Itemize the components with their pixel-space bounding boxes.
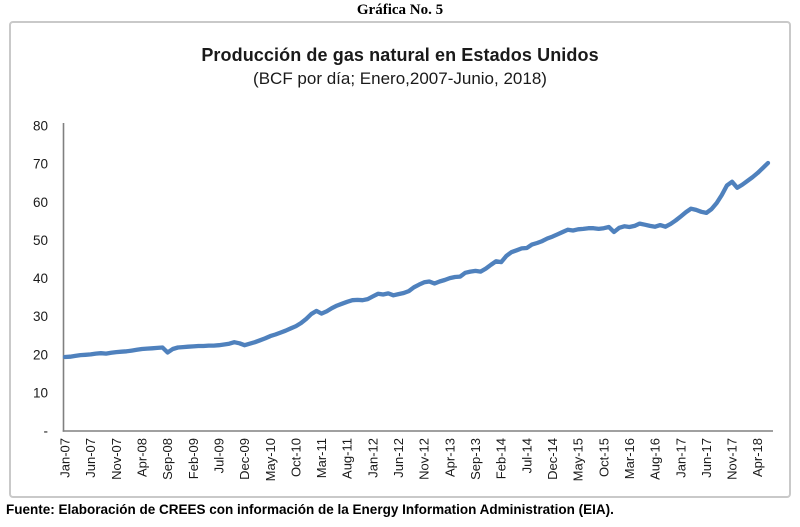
- x-tick-label: Jul-09: [211, 438, 226, 473]
- x-tick-label: Jan-12: [365, 438, 380, 478]
- x-tick-label: Jun-07: [83, 438, 98, 478]
- gas-production-series-line: [62, 160, 771, 360]
- chart-container: Producción de gas natural en Estados Uni…: [9, 21, 791, 498]
- chart-subtitle: (BCF por día; Enero,2007-Junio, 2018): [253, 69, 547, 88]
- y-tick-label: 30: [33, 309, 48, 324]
- x-tick-label: Sep-13: [468, 438, 483, 480]
- x-tick-label: Oct-15: [596, 438, 611, 477]
- source-note: Fuente: Elaboración de CREES con informa…: [6, 502, 614, 517]
- x-tick-label: Nov-17: [725, 438, 740, 480]
- y-tick-label: 20: [33, 347, 48, 362]
- x-tick-label: Jun-17: [699, 438, 714, 478]
- x-tick-label: Feb-09: [186, 438, 201, 479]
- x-tick-label: Apr-08: [135, 438, 150, 477]
- figure-caption: Gráfica No. 5: [356, 2, 444, 18]
- y-tick-label: 70: [33, 157, 48, 172]
- x-tick-label: Apr-13: [442, 438, 457, 477]
- x-tick-label: May-10: [263, 438, 278, 481]
- x-tick-label: Jun-12: [391, 438, 406, 478]
- x-tick-label: Jul-14: [519, 438, 534, 473]
- y-tick-label: 10: [33, 385, 48, 400]
- x-tick-label: Apr-18: [750, 438, 765, 477]
- x-tick-label: Aug-16: [648, 438, 663, 480]
- y-tick-label: -: [44, 424, 49, 439]
- y-tick-label: 50: [33, 233, 48, 248]
- chart-title: Producción de gas natural en Estados Uni…: [201, 45, 599, 65]
- x-tick-label: Oct-10: [288, 438, 303, 477]
- y-tick-label: 80: [33, 119, 48, 134]
- x-tick-label: Mar-16: [622, 438, 637, 479]
- x-tick-label: Dec-14: [545, 438, 560, 480]
- x-tick-label: Mar-11: [314, 438, 329, 478]
- x-tick-label: May-15: [571, 438, 586, 481]
- x-tick-label: Jan-07: [58, 438, 73, 478]
- x-tick-label: Aug-11: [340, 438, 355, 479]
- x-tick-label: Dec-09: [237, 438, 252, 480]
- y-tick-label: 60: [33, 195, 48, 210]
- x-tick-label: Nov-12: [417, 438, 432, 480]
- x-tick-label: Nov-07: [109, 438, 124, 480]
- x-tick-label: Sep-08: [160, 438, 175, 480]
- x-tick-label: Feb-14: [494, 438, 509, 479]
- x-tick-label: Jan-17: [673, 438, 688, 478]
- y-tick-label: 40: [33, 271, 48, 286]
